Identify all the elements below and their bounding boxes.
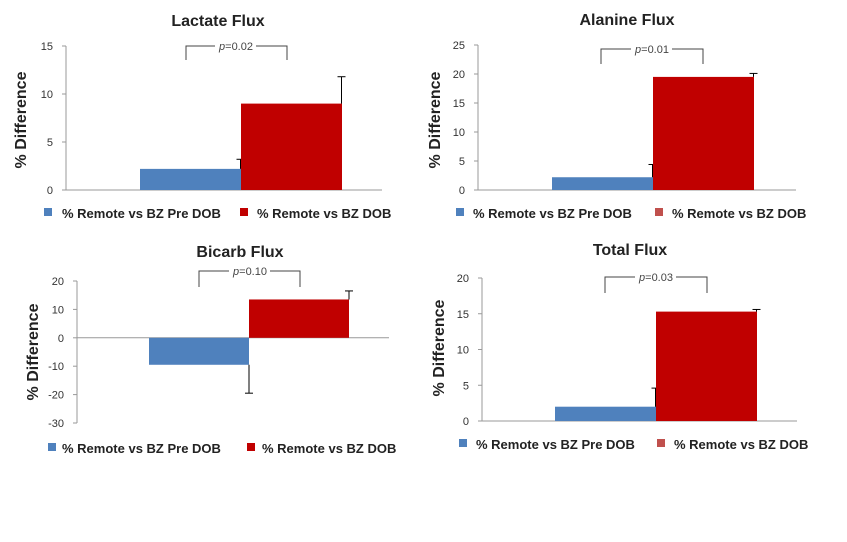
p-value-backdrop	[635, 272, 676, 284]
legend-swatch	[456, 208, 464, 216]
legend-swatch	[44, 208, 52, 216]
y-tick-label: 20	[457, 273, 469, 285]
legend-swatch	[459, 439, 467, 447]
y-tick-label: 20	[52, 276, 64, 288]
y-axis-label: % Difference	[13, 71, 30, 168]
y-tick-label: 5	[463, 380, 469, 392]
y-tick-label: 25	[453, 40, 465, 52]
chart-title: Total Flux	[593, 242, 667, 259]
y-tick-label: 0	[47, 185, 53, 197]
y-tick-label: 15	[41, 41, 53, 53]
p-symbol: p	[634, 44, 641, 56]
y-tick-label: 10	[453, 127, 465, 139]
legend-label: % Remote vs BZ Pre DOB	[473, 206, 632, 221]
y-tick-label: 0	[58, 333, 64, 345]
p-value-label: p=0.03	[638, 272, 673, 284]
legend-label: % Remote vs BZ Pre DOB	[62, 206, 221, 221]
y-tick-label: 0	[463, 416, 469, 428]
p-value-backdrop	[631, 44, 672, 56]
p-symbol: p	[218, 41, 225, 53]
y-tick-label: 15	[457, 309, 469, 321]
p-value: =0.01	[641, 44, 669, 56]
chart-title: Bicarb Flux	[196, 244, 283, 261]
y-tick-label: 15	[453, 98, 465, 110]
p-value-label: p=0.02	[218, 41, 253, 53]
y-tick-label: 5	[47, 137, 53, 149]
y-tick-label: 10	[52, 304, 64, 316]
chart-panel-2: Alanine Flux % Difference 0 5 10 15 20 25 p=0.01…	[427, 12, 806, 221]
p-symbol: p	[638, 272, 645, 284]
y-tick-label: 0	[459, 185, 465, 197]
p-value: =0.10	[239, 266, 267, 278]
y-axis-label: % Difference	[25, 303, 42, 400]
bar-dob	[241, 103, 342, 190]
legend-label: % Remote vs BZ DOB	[262, 441, 396, 456]
y-tick-label: -30	[48, 418, 64, 430]
legend-label: % Remote vs BZ DOB	[257, 206, 391, 221]
y-tick-label: -10	[48, 361, 64, 373]
legend-label: % Remote vs BZ Pre DOB	[476, 437, 635, 452]
p-value-label: p=0.01	[634, 44, 669, 56]
chart-panel-1: Lactate Flux % Difference 0 5 10 15 p=0.02 % Re…	[13, 13, 391, 221]
chart-title: Lactate Flux	[171, 13, 264, 30]
y-tick-label: 5	[459, 156, 465, 168]
p-symbol: p	[232, 266, 239, 278]
p-value-label: p=0.10	[232, 266, 267, 278]
bar-dob	[653, 76, 754, 190]
y-tick-label: -20	[48, 390, 64, 402]
bar-pre-dob	[149, 337, 249, 365]
bar-pre-dob	[552, 177, 653, 190]
y-axis-label: % Difference	[427, 71, 444, 168]
y-tick-label: 10	[41, 89, 53, 101]
bar-pre-dob	[140, 168, 241, 190]
p-value: =0.02	[225, 41, 253, 53]
p-value: =0.03	[645, 272, 673, 284]
chart-panel-4: Total Flux % Difference 0 5 10 15 20 p=0.03 % Re…	[431, 242, 808, 452]
legend-label: % Remote vs BZ Pre DOB	[62, 441, 221, 456]
legend-label: % Remote vs BZ DOB	[674, 437, 808, 452]
legend-swatch	[240, 208, 248, 216]
p-value-backdrop	[215, 41, 256, 53]
legend-swatch	[247, 443, 255, 451]
y-tick-label: 10	[457, 345, 469, 357]
y-axis-label: % Difference	[431, 299, 448, 396]
legend-swatch	[48, 443, 56, 451]
legend-swatch	[655, 208, 663, 216]
bar-dob	[656, 311, 757, 421]
legend-label: % Remote vs BZ DOB	[672, 206, 806, 221]
bar-pre-dob	[555, 406, 656, 421]
chart-panel-3: Bicarb Flux % Difference -30 -20 -10 0 10 20 p=0…	[25, 244, 396, 456]
y-tick-label: 20	[453, 69, 465, 81]
chart-title: Alanine Flux	[579, 12, 674, 29]
bar-dob	[249, 299, 349, 338]
p-value-backdrop	[229, 266, 270, 278]
legend-swatch	[657, 439, 665, 447]
